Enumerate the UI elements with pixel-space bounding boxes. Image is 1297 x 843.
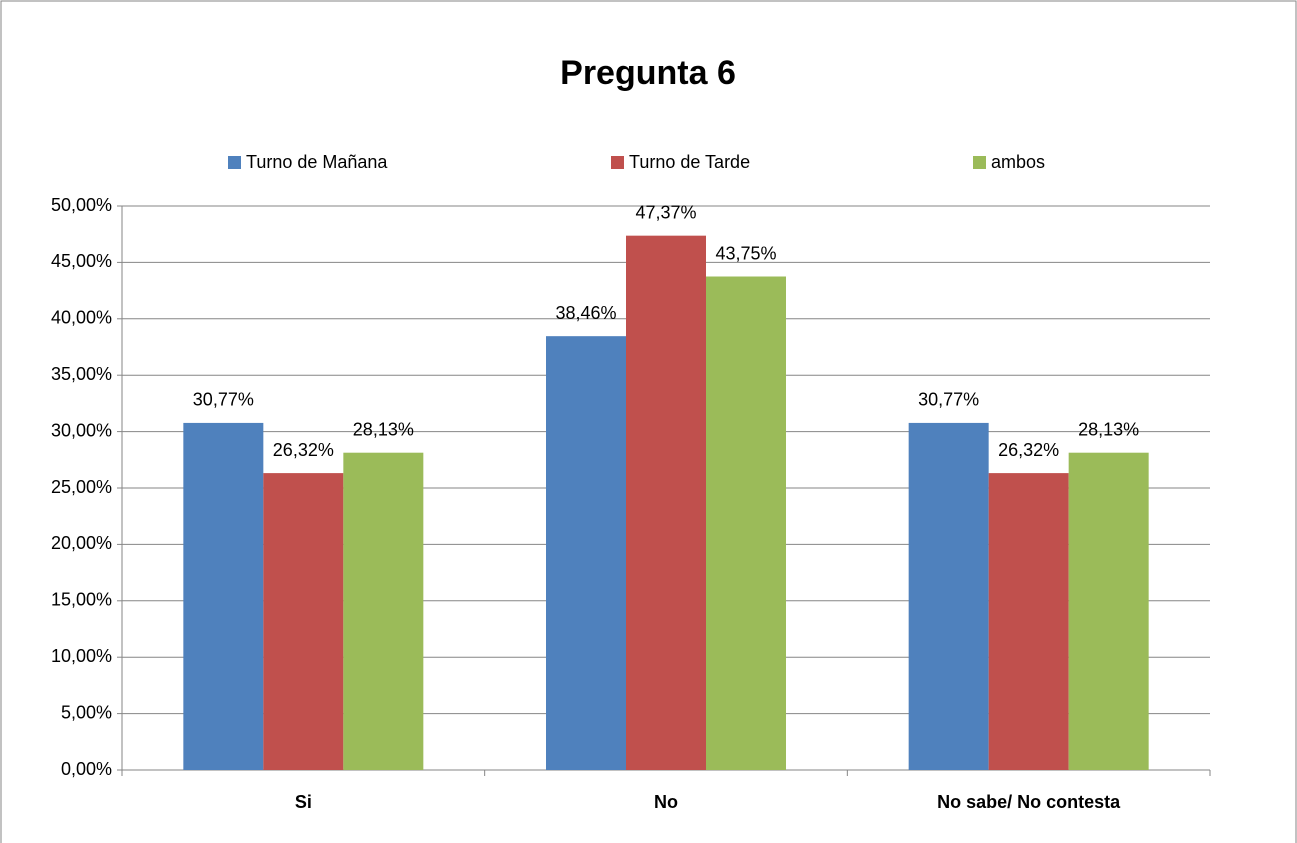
data-label: 43,75% (715, 243, 776, 263)
bar (343, 452, 424, 770)
bar (546, 336, 626, 770)
legend-label: ambos (991, 152, 1045, 172)
legend-swatch (611, 156, 624, 169)
y-tick-label: 30,00% (51, 420, 112, 440)
data-label: 38,46% (555, 303, 616, 323)
x-tick-label: Si (295, 792, 312, 812)
legend-swatch (973, 156, 986, 169)
data-label: 28,13% (1078, 419, 1139, 439)
y-tick-label: 35,00% (51, 364, 112, 384)
y-tick-label: 25,00% (51, 477, 112, 497)
data-label: 30,77% (918, 390, 979, 410)
y-tick-label: 50,00% (51, 195, 112, 215)
data-label: 30,77% (193, 390, 254, 410)
bar (263, 473, 344, 770)
bar (908, 422, 989, 770)
bar (988, 473, 1069, 770)
data-label: 28,13% (353, 419, 414, 439)
y-tick-label: 45,00% (51, 251, 112, 271)
chart-title: Pregunta 6 (560, 54, 736, 92)
bar (183, 422, 264, 770)
data-label: 47,37% (635, 202, 696, 222)
legend-swatch (228, 156, 241, 169)
legend-label: Turno de Tarde (629, 152, 750, 172)
bar (706, 276, 786, 770)
bar (1068, 452, 1149, 770)
y-tick-label: 5,00% (61, 702, 112, 722)
bar (626, 235, 706, 771)
y-tick-label: 10,00% (51, 646, 112, 666)
y-tick-label: 15,00% (51, 590, 112, 610)
data-label: 26,32% (998, 440, 1059, 460)
y-tick-label: 20,00% (51, 533, 112, 553)
legend-label: Turno de Mañana (246, 152, 388, 172)
y-tick-label: 0,00% (61, 759, 112, 779)
x-tick-label: No (654, 792, 678, 812)
data-label: 26,32% (273, 440, 334, 460)
x-tick-label: No sabe/ No contesta (937, 792, 1121, 812)
y-tick-label: 40,00% (51, 308, 112, 328)
